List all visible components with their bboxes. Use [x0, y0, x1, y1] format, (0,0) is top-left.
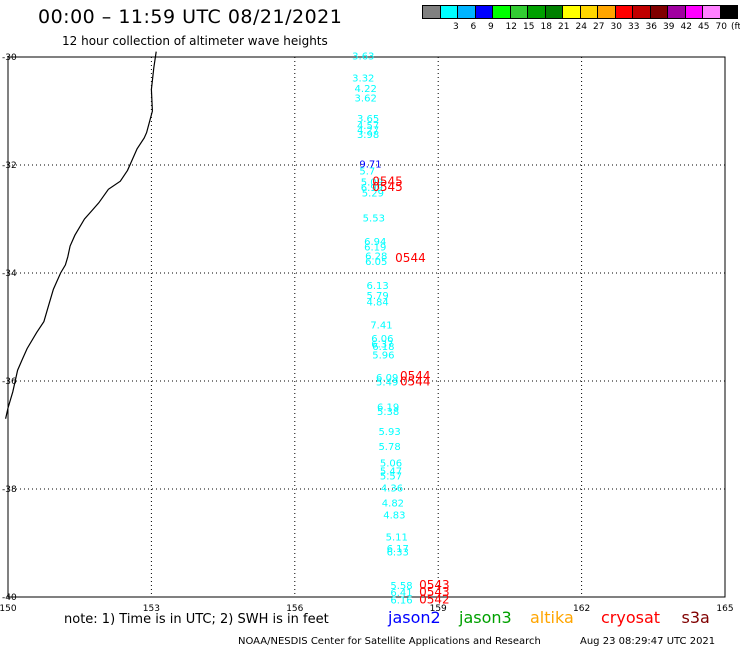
legend-item-altika: altika [530, 608, 574, 627]
lon-tick-label: 150 [0, 604, 17, 614]
scale-label: 15 [523, 22, 535, 32]
lon-tick-label: 162 [573, 604, 590, 614]
wave-height-label: 5.47 [380, 466, 402, 477]
timestamp-text: Aug 23 08:29:47 UTC 2021 [580, 636, 716, 647]
wave-height-label: 6.19 [364, 242, 386, 253]
wave-height-label: 3.65 [357, 114, 379, 125]
wave-height-label: 4.82 [382, 498, 404, 509]
wave-height-label: 9.71 [359, 160, 381, 171]
wave-height-label: 6.09 [376, 373, 398, 384]
wave-height-label: 6.94 [364, 237, 386, 248]
scale-swatch [719, 5, 738, 19]
coastline [5, 51, 157, 419]
legend-item-cryosat: cryosat [601, 608, 661, 627]
scale-label: 3 [453, 22, 459, 32]
scale-label: 18 [540, 22, 552, 32]
wave-height-label: 3.62 [355, 93, 377, 104]
lat-tick-label: -34 [2, 269, 17, 279]
legend-item-s3a: s3a [681, 608, 710, 627]
wave-height-label: 6.18 [372, 342, 394, 353]
wave-height-label: 5.11 [386, 532, 408, 543]
pass-time-label: 0543 [419, 578, 450, 592]
lon-tick-label: 159 [430, 604, 447, 614]
pass-time-label: 0543 [419, 585, 450, 599]
pass-time-label: 0544 [400, 374, 431, 388]
scale-label: 42 [680, 22, 692, 32]
wave-height-label: 5.53 [363, 214, 385, 225]
wave-height-label: 5.57 [380, 471, 402, 482]
wave-height-label: 4.27 [357, 126, 379, 137]
wave-height-label: 4.84 [367, 297, 389, 308]
lon-tick-label: 153 [143, 604, 160, 614]
lat-tick-label: -36 [2, 377, 17, 387]
wave-height-label: 6.06 [371, 334, 393, 345]
wave-height-label: 5.09 [361, 178, 383, 189]
pass-time-label: 0542 [419, 592, 450, 606]
lon-tick-label: 165 [716, 604, 733, 614]
pass-time-label: 0545 [372, 180, 403, 194]
scale-label: 9 [488, 22, 494, 32]
wave-height-label: 6.33 [387, 547, 409, 558]
scale-label: 45 [698, 22, 710, 32]
wave-height-label: 3.32 [352, 73, 374, 84]
lat-tick-label: -40 [2, 593, 17, 603]
scale-label: 24 [575, 22, 587, 32]
lat-tick-label: -30 [2, 53, 17, 63]
wave-height-label: 5.79 [367, 291, 389, 302]
scale-label: 12 [505, 22, 517, 32]
scale-label: 30 [610, 22, 622, 32]
wave-height-label: 3.98 [357, 130, 379, 141]
wave-height-label: 6.19 [377, 403, 399, 414]
scale-label: 39 [663, 22, 675, 32]
pass-time-label: 0544 [400, 369, 431, 383]
scale-label: 36 [645, 22, 657, 32]
wave-height-label: 6.13 [367, 281, 389, 292]
wave-height-label: 6.37 [371, 340, 393, 351]
scale-unit-label: (ft) [731, 22, 740, 32]
pass-time-label: 0544 [395, 251, 426, 265]
wave-height-label: 6.28 [365, 252, 387, 263]
scale-label: 33 [628, 22, 640, 32]
wave-height-label: 7.41 [370, 321, 392, 332]
lat-tick-label: -32 [2, 161, 17, 171]
map-subtitle: 12 hour collection of altimeter wave hei… [62, 34, 328, 48]
wave-height-label: 6.16 [390, 595, 412, 606]
wave-height-label: 6.99 [361, 183, 383, 194]
scale-label: 6 [470, 22, 477, 32]
legend-item-jason3: jason3 [459, 608, 512, 627]
map-frame [7, 56, 726, 598]
wave-height-label: 3.63 [352, 52, 374, 63]
wave-height-label: 5.29 [362, 188, 384, 199]
map-title: 00:00 – 11:59 UTC 08/21/2021 [38, 6, 343, 28]
footer-note: note: 1) Time is in UTC; 2) SWH is in fe… [64, 612, 329, 627]
wave-height-label: 5.78 [378, 442, 400, 453]
wave-height-label: 5.96 [372, 350, 394, 361]
lat-tick-label: -38 [2, 485, 17, 495]
wave-height-label: 5.7 [359, 167, 375, 178]
wave-height-label: 4.36 [381, 484, 403, 495]
credit-text: NOAA/NESDIS Center for Satellite Applica… [238, 636, 541, 647]
wave-height-label: 4.22 [355, 84, 377, 95]
wave-height-label: 5.93 [378, 427, 400, 438]
wave-height-label: 5.49 [376, 377, 398, 388]
pass-time-label: 0545 [372, 175, 403, 189]
wave-height-label: 6.05 [365, 257, 387, 268]
scale-label: 21 [558, 22, 570, 32]
scale-label: 27 [593, 22, 605, 32]
wave-height-label: 5.06 [380, 458, 402, 469]
wave-height-label: 5.58 [390, 581, 412, 592]
scale-label: 70 [715, 22, 727, 32]
wave-height-label: 6.17 [387, 544, 409, 555]
wave-height-label: 5.38 [377, 407, 399, 418]
wave-height-label: 4.57 [357, 121, 379, 132]
wave-height-label: 6.41 [390, 588, 412, 599]
wave-height-label: 4.83 [383, 511, 405, 522]
lon-tick-label: 156 [286, 604, 303, 614]
legend-item-jason2: jason2 [388, 608, 441, 627]
